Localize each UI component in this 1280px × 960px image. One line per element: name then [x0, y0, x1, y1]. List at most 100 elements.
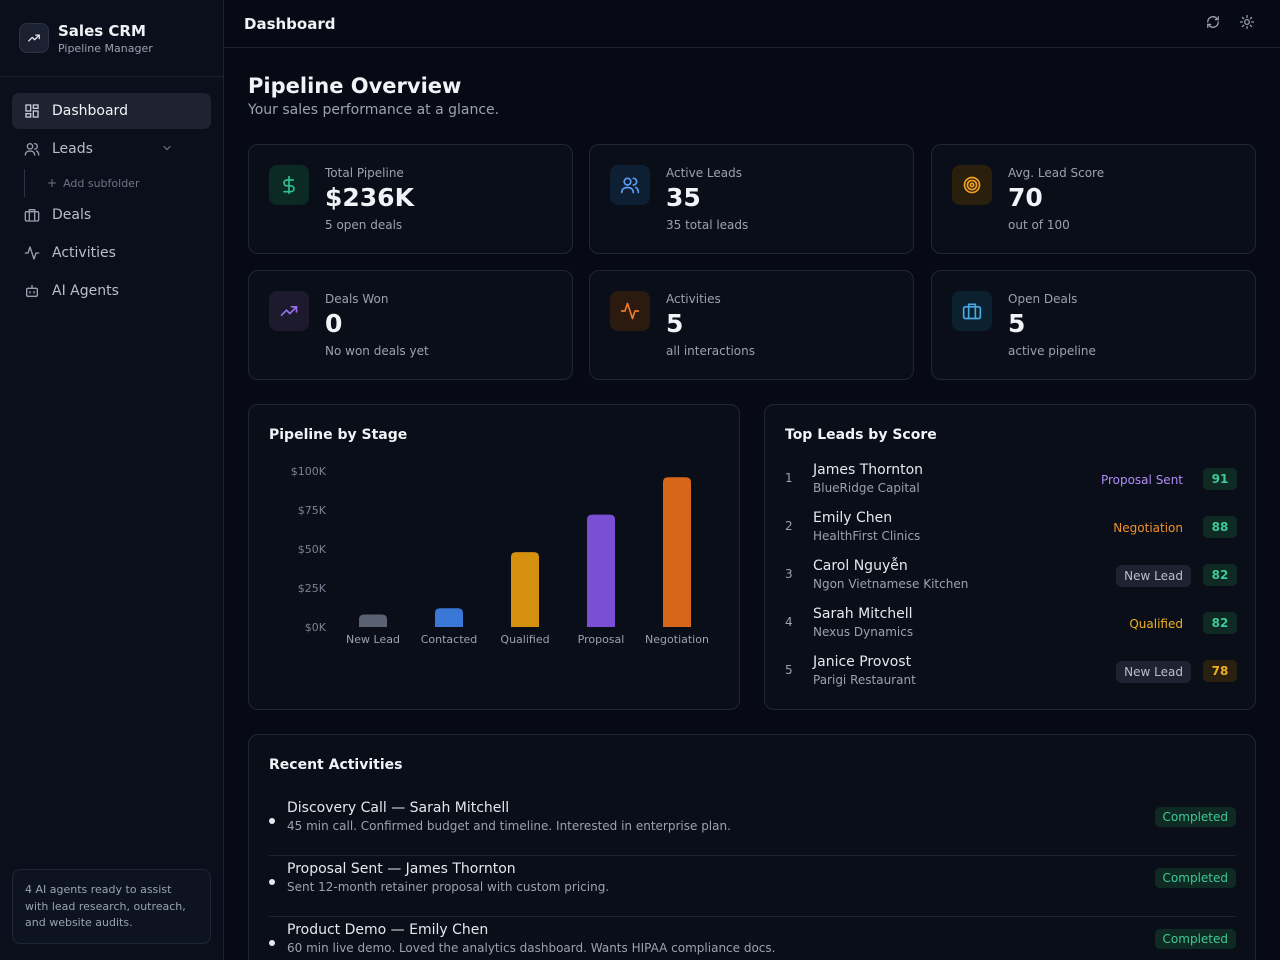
lead-stage-badge: Proposal Sent: [1100, 473, 1183, 487]
recent-activities-panel: Recent Activities Discovery Call — Sarah…: [248, 734, 1256, 960]
bar-proposal[interactable]: [587, 514, 615, 627]
x-tick-label: Negotiation: [645, 633, 709, 646]
brand-subtitle: Pipeline Manager: [58, 41, 153, 55]
bar-negotiation[interactable]: [663, 477, 691, 627]
sidebar-item-deals[interactable]: Deals: [12, 197, 211, 233]
target-icon: [952, 165, 992, 205]
activity-status-badge: Completed: [1154, 807, 1236, 827]
lead-score-badge: 91: [1203, 468, 1237, 490]
activity-row[interactable]: Proposal Sent — James Thornton Sent 12-mo…: [269, 856, 1236, 917]
bar-contacted[interactable]: [435, 608, 463, 627]
stat-label: Avg. Lead Score: [1008, 166, 1105, 180]
dollar-icon: [269, 165, 309, 205]
stat-value: 5: [666, 309, 684, 338]
activity-description: 45 min call. Confirmed budget and timeli…: [287, 819, 731, 833]
refresh-icon[interactable]: [1206, 15, 1222, 31]
stat-label: Activities: [666, 292, 721, 306]
bar-new-lead[interactable]: [359, 614, 387, 627]
pipeline-bar-chart: $0K $25K $50K $75K $100K New Lead Contacted Qua…: [291, 465, 709, 646]
stat-sub: 5 open deals: [325, 218, 403, 232]
lead-row[interactable]: 4 Sarah Mitchell Nexus Dynamics Qualified 82: [785, 603, 1237, 643]
stat-sub: out of 100: [1008, 218, 1070, 232]
users-icon: [24, 141, 40, 157]
stat-card-avg-lead-score: Avg. Lead Score 70 out of 100: [931, 144, 1256, 254]
trending-up-icon: [19, 23, 49, 53]
lead-name: Janice Provost: [813, 654, 912, 670]
y-tick-label: $100K: [291, 465, 327, 478]
sidebar-item-label: Dashboard: [52, 103, 128, 119]
activity-title: Discovery Call — Sarah Mitchell: [287, 800, 510, 816]
lead-stage-badge: Qualified: [1129, 617, 1183, 631]
panel-title: Recent Activities: [269, 757, 403, 773]
activity-row[interactable]: Discovery Call — Sarah Mitchell 45 min ca…: [269, 795, 1236, 856]
add-subfolder-button[interactable]: + Add subfolder: [24, 169, 211, 197]
stat-card-open-deals: Open Deals 5 active pipeline: [931, 270, 1256, 380]
theme-toggle-icon[interactable]: [1240, 15, 1256, 31]
activity-title: Proposal Sent — James Thornton: [287, 861, 516, 877]
activity-title: Product Demo — Emily Chen: [287, 922, 489, 938]
lead-company: Parigi Restaurant: [813, 673, 916, 687]
activity-row[interactable]: Product Demo — Emily Chen 60 min live dem…: [269, 917, 1236, 960]
activity-bullet: [269, 879, 275, 885]
stat-label: Total Pipeline: [325, 166, 404, 180]
divider: [269, 855, 1236, 856]
activity-icon: [24, 245, 40, 261]
y-tick-label: $25K: [298, 582, 327, 595]
stat-card-total-pipeline: Total Pipeline $236K 5 open deals: [248, 144, 573, 254]
top-leads-panel: Top Leads by Score 1 James Thornton BlueRi…: [764, 404, 1256, 710]
lead-score-badge: 78: [1203, 660, 1237, 682]
sidebar-item-label: Deals: [52, 207, 92, 223]
ai-agents-notice: 4 AI agents ready to assist with lead re…: [12, 869, 211, 944]
activity-status-badge: Completed: [1154, 929, 1236, 949]
sidebar-item-activities[interactable]: Activities: [12, 235, 211, 271]
bot-icon: [24, 283, 40, 299]
lead-row[interactable]: 2 Emily Chen HealthFirst Clinics Negotiatio…: [785, 507, 1237, 547]
sidebar-item-label: AI Agents: [52, 283, 119, 299]
divider: [269, 916, 1236, 917]
activity-description: Sent 12-month retainer proposal with cus…: [287, 880, 610, 894]
page-subtitle: Your sales performance at a glance.: [248, 102, 500, 118]
briefcase-icon: [952, 291, 992, 331]
stat-sub: 35 total leads: [666, 218, 749, 232]
sidebar-item-leads[interactable]: Leads: [12, 131, 211, 167]
activity-bullet: [269, 818, 275, 824]
lead-row[interactable]: 3 Carol Nguyễn Ngon Vietnamese Kitchen New …: [785, 555, 1237, 595]
sidebar-item-label: Leads: [52, 141, 93, 157]
stat-label: Deals Won: [325, 292, 389, 306]
bar-qualified[interactable]: [511, 552, 539, 627]
lead-row[interactable]: 5 Janice Provost Parigi Restaurant New Lead…: [785, 651, 1237, 691]
lead-stage-badge: New Lead: [1116, 661, 1191, 683]
lead-rank: 1: [785, 471, 793, 485]
x-tick-label: Proposal: [578, 633, 625, 646]
lead-name: Sarah Mitchell: [813, 606, 913, 622]
y-tick-label: $0K: [305, 621, 327, 634]
sidebar-item-dashboard[interactable]: Dashboard: [12, 93, 211, 129]
chevron-down-icon[interactable]: [161, 142, 173, 154]
stat-sub: active pipeline: [1008, 344, 1096, 358]
lead-row[interactable]: 1 James Thornton BlueRidge Capital Proposal…: [785, 459, 1237, 499]
sidebar-item-ai-agents[interactable]: AI Agents: [12, 273, 211, 309]
lead-rank: 5: [785, 663, 793, 677]
lead-name: James Thornton: [813, 462, 924, 478]
pipeline-by-stage-panel: Pipeline by Stage $0K $25K $50K $75K $100K Ne…: [248, 404, 740, 710]
stat-label: Active Leads: [666, 166, 743, 180]
page-title: Pipeline Overview: [248, 74, 462, 98]
stat-value: 0: [325, 309, 343, 338]
stat-label: Open Deals: [1008, 292, 1078, 306]
trending-up-icon: [269, 291, 309, 331]
stat-sub: No won deals yet: [325, 344, 429, 358]
activity-description: 60 min live demo. Loved the analytics da…: [287, 941, 776, 955]
stat-card-active-leads: Active Leads 35 35 total leads: [589, 144, 914, 254]
page-header-title: Dashboard: [244, 14, 336, 33]
x-tick-label: New Lead: [346, 633, 400, 646]
lead-rank: 3: [785, 567, 793, 581]
lead-name: Emily Chen: [813, 510, 893, 526]
lead-score-badge: 82: [1203, 564, 1237, 586]
y-tick-label: $50K: [298, 543, 327, 556]
x-tick-label: Contacted: [421, 633, 478, 646]
stat-value: 70: [1008, 183, 1043, 212]
stat-sub: all interactions: [666, 344, 755, 358]
y-tick-label: $75K: [298, 504, 327, 517]
brand[interactable]: Sales CRM Pipeline Manager: [0, 0, 223, 77]
stat-value: 5: [1008, 309, 1026, 338]
